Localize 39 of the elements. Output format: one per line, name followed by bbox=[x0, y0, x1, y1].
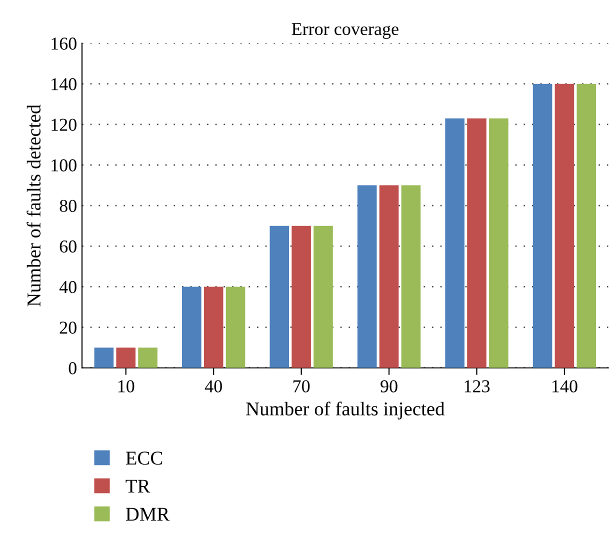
x-tick-label: 70 bbox=[293, 380, 310, 392]
legend-label: DMR bbox=[126, 508, 170, 521]
bar bbox=[226, 286, 246, 368]
bar bbox=[489, 118, 508, 368]
y-tick-label: 20 bbox=[60, 322, 76, 334]
y-tick-label: 120 bbox=[52, 118, 76, 131]
bar bbox=[292, 226, 311, 368]
chart-title: Error coverage bbox=[292, 23, 398, 39]
legend-label: ECC bbox=[126, 452, 162, 465]
bar bbox=[270, 226, 290, 368]
bar bbox=[532, 84, 552, 368]
bar bbox=[94, 348, 114, 368]
y-tick-label: 80 bbox=[60, 200, 76, 212]
bar bbox=[357, 185, 377, 368]
x-tick-label: 140 bbox=[552, 380, 578, 392]
y-axis-title: Number of faults detected bbox=[26, 104, 41, 306]
bar bbox=[554, 84, 574, 368]
y-tick-label: 140 bbox=[52, 78, 76, 90]
bar bbox=[138, 348, 158, 368]
x-tick-label: 10 bbox=[118, 380, 134, 392]
bar bbox=[445, 118, 464, 368]
bar bbox=[182, 286, 202, 368]
x-axis-title: Number of faults injected bbox=[246, 402, 445, 420]
bar bbox=[576, 84, 596, 368]
bar bbox=[401, 185, 421, 368]
y-tick-label: 40 bbox=[59, 280, 76, 294]
bar bbox=[379, 185, 399, 368]
bar bbox=[204, 286, 224, 368]
legend-label: TR bbox=[126, 480, 150, 493]
bar bbox=[116, 348, 136, 368]
y-tick-label: 0 bbox=[68, 362, 76, 374]
bar bbox=[467, 118, 486, 368]
x-tick-label: 123 bbox=[464, 380, 490, 392]
y-tick-label: 60 bbox=[60, 240, 76, 253]
x-tick-label: 90 bbox=[380, 380, 398, 392]
y-tick-label: 100 bbox=[52, 159, 76, 172]
x-tick-label: 40 bbox=[204, 380, 222, 392]
bar bbox=[314, 226, 333, 368]
y-tick-label: 160 bbox=[52, 38, 76, 50]
